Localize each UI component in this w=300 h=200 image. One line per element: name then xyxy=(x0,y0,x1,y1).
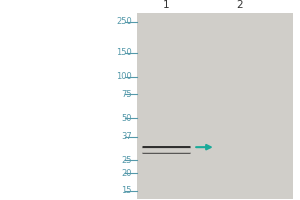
Text: 25: 25 xyxy=(122,156,132,165)
Text: 150: 150 xyxy=(116,48,132,57)
Text: 1: 1 xyxy=(163,0,170,10)
Text: 50: 50 xyxy=(122,114,132,123)
Text: 75: 75 xyxy=(122,90,132,99)
Text: 20: 20 xyxy=(122,169,132,178)
Text: 100: 100 xyxy=(116,72,132,81)
Text: 37: 37 xyxy=(121,132,132,141)
Bar xyxy=(136,13,293,199)
Text: 250: 250 xyxy=(116,17,132,26)
Text: 15: 15 xyxy=(122,186,132,195)
Text: 2: 2 xyxy=(236,0,243,10)
